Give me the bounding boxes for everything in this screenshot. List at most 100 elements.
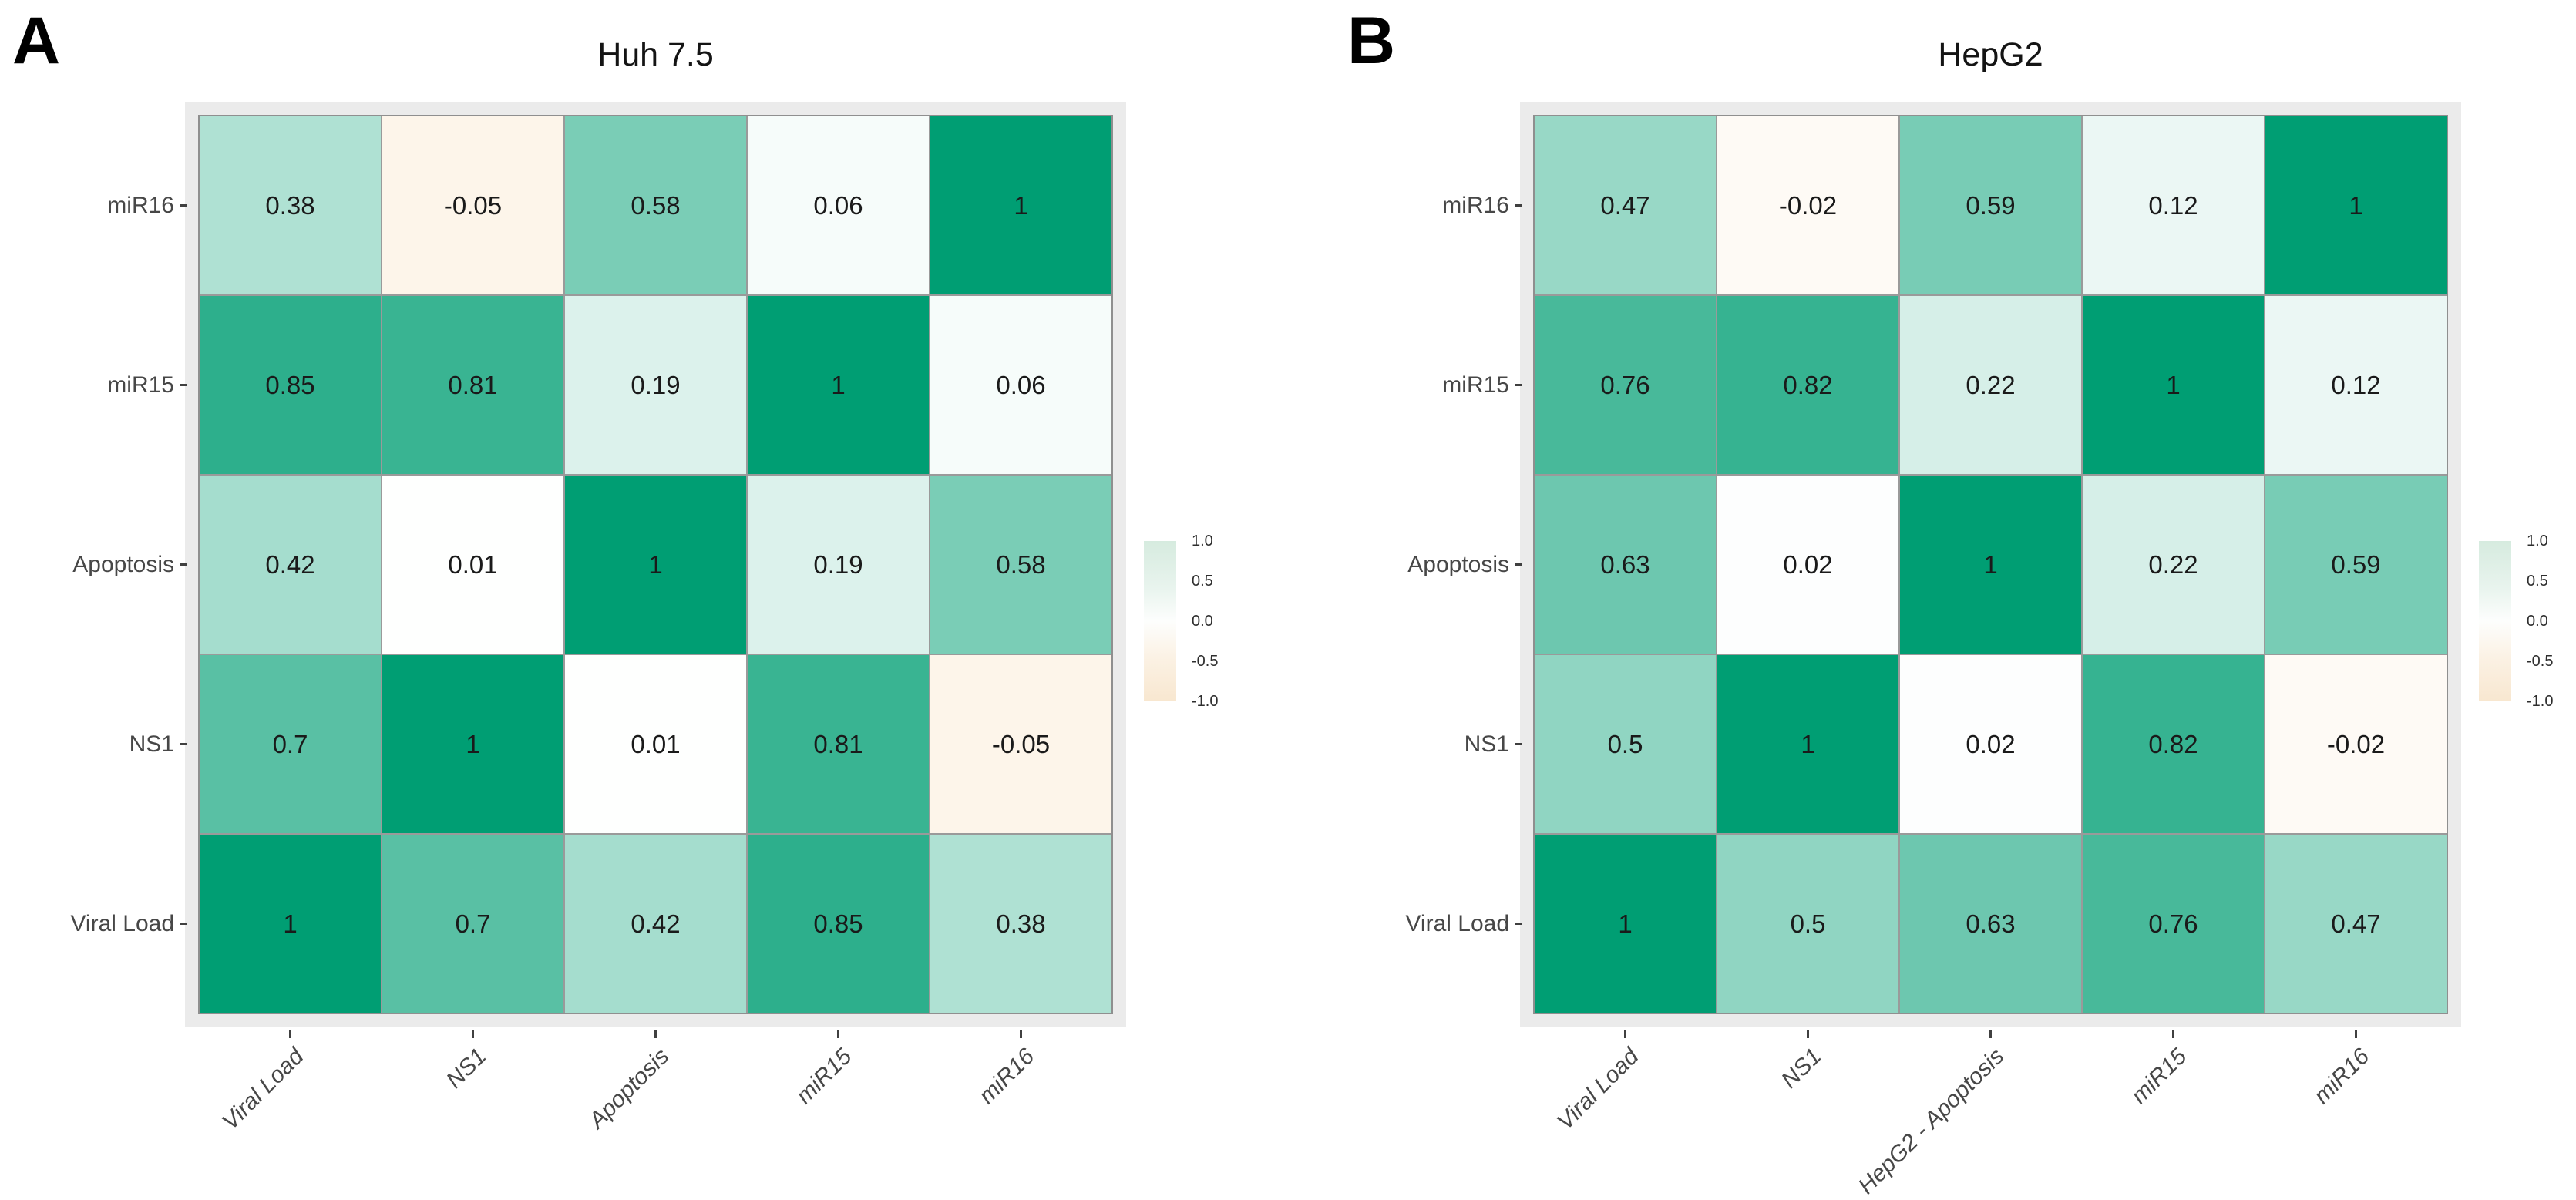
heatmap-cell: 1 [1717,655,1898,833]
cell-value: 0.06 [813,190,863,220]
heatmap-cell: 0.38 [200,116,381,294]
cell-value: -0.02 [2326,729,2386,758]
x-axis-tick [2172,1030,2174,1038]
heatmap-cell: -0.02 [1717,116,1898,294]
cell-value: 0.19 [631,370,681,399]
legend-tick-label: -0.5 [2527,653,2554,670]
y-axis-tick [180,923,187,925]
heatmap-cell: 0.76 [2083,835,2264,1013]
heatmap-cell: 1 [748,296,929,474]
cell-value: 0.58 [996,550,1046,579]
heatmap-cell: 0.02 [1900,655,2081,833]
heatmap-cell: 0.12 [2083,116,2264,294]
cell-value: 1 [2166,370,2181,399]
cell-value: 1 [466,729,480,758]
heatmap-cell: 0.19 [748,476,929,654]
heatmap-cell: 0.19 [565,296,746,474]
heatmap-cell: 0.06 [748,116,929,294]
heatmap-grid: 0.38 -0.05 0.58 0.06 1 0.85 0.81 0.19 1 0.06 0.42 0… [198,115,1113,1014]
cell-value: 0.63 [1966,909,2016,938]
y-axis-label: miR16 [107,192,174,218]
heatmap-cell: 1 [200,835,381,1013]
x-axis-label: HepG2 - Apoptosis [1853,1044,2009,1199]
heatmap-cell: 0.5 [1535,655,1716,833]
heatmap-cell: 0.42 [200,476,381,654]
x-axis-label: NS1 [1776,1044,1826,1094]
cell-value: 0.01 [448,550,498,579]
legend-tick-label: -1.0 [2527,693,2554,710]
x-axis-tick [1020,1030,1022,1038]
heatmap-cell: 0.82 [1717,296,1898,474]
x-axis-label: Viral Load [1552,1044,1643,1135]
cell-value: 0.06 [996,370,1046,399]
y-axis-label: Apoptosis [72,551,174,577]
heatmap-cell: 0.02 [1717,476,1898,654]
heatmap-cell: 0.7 [382,835,563,1013]
cell-value: 0.76 [1600,370,1650,399]
cell-value: -0.02 [1778,190,1838,220]
heatmap-panel-b: B HepG2 0.47 -0.02 0.59 0.12 1 0.76 0.82 0.22 1 0.1… [1335,0,2576,1200]
x-axis-tick [1989,1030,1992,1038]
cell-value: 0.59 [2331,550,2381,579]
x-axis-tick [837,1030,839,1038]
panel-title: HepG2 [1938,36,2043,73]
y-axis-tick [180,563,187,566]
legend-tick-label: 1.0 [1192,533,1213,550]
heatmap-cell: 0.85 [200,296,381,474]
heatmap-grid: 0.47 -0.02 0.59 0.12 1 0.76 0.82 0.22 1 0.12 0.63 0… [1533,115,2448,1014]
cell-value: 1 [1014,190,1028,220]
y-axis-tick [1515,204,1522,207]
heatmap-cell: 0.47 [1535,116,1716,294]
x-axis-tick [1807,1030,1809,1038]
heatmap-cell: 0.59 [2265,476,2447,654]
legend-tick-label: 0.5 [1192,573,1213,590]
cell-value: 0.22 [2148,550,2198,579]
y-axis-tick [1515,743,1522,745]
y-axis-label: miR15 [1442,371,1509,398]
cell-value: 0.02 [1966,729,2016,758]
y-axis-tick [180,204,187,207]
heatmap-cell: -0.05 [382,116,563,294]
x-axis-tick [1624,1030,1626,1038]
y-axis-tick [1515,563,1522,566]
cell-value: 1 [1801,729,1815,758]
cell-value: 0.38 [265,190,315,220]
cell-value: 0.47 [2331,909,2381,938]
cell-value: 1 [2349,190,2363,220]
x-axis-label: miR16 [2309,1044,2374,1109]
heatmap-cell: 0.01 [382,476,563,654]
panel-title: Huh 7.5 [597,36,714,73]
heatmap-cell: 0.06 [930,296,1111,474]
x-axis-label: miR15 [791,1044,856,1109]
cell-value: 1 [1983,550,1998,579]
heatmap-cell: 0.58 [565,116,746,294]
cell-value: 0.81 [813,729,863,758]
heatmap-panel-a: A Huh 7.5 0.38 -0.05 0.58 0.06 1 0.85 0.81 0.19 1 0… [0,0,1272,1200]
x-axis-label: miR16 [974,1044,1039,1109]
heatmap-cell: 0.22 [2083,476,2264,654]
cell-value: 1 [648,550,663,579]
y-axis-label: Viral Load [1405,910,1509,936]
heatmap-cell: 0.76 [1535,296,1716,474]
cell-value: 0.19 [813,550,863,579]
heatmap-cell: 0.5 [1717,835,1898,1013]
heatmap-cell: -0.05 [930,655,1111,833]
legend-tick-label: 1.0 [2527,533,2548,550]
heatmap-cell: 1 [382,655,563,833]
heatmap-cell: 0.22 [1900,296,2081,474]
cell-value: 0.02 [1783,550,1833,579]
heatmap-cell: 0.7 [200,655,381,833]
cell-value: 1 [283,909,298,938]
cell-value: 0.81 [448,370,498,399]
y-axis-tick [1515,384,1522,386]
cell-value: 1 [1618,909,1633,938]
heatmap-cell: 1 [2083,296,2264,474]
heatmap-cell: 0.59 [1900,116,2081,294]
x-axis-label: Apoptosis [583,1044,674,1134]
y-axis-label: NS1 [1464,731,1509,757]
x-axis-tick [654,1030,657,1038]
y-axis-label: miR16 [1442,192,1509,218]
cell-value: 0.5 [1790,909,1826,938]
heatmap-cell: 0.12 [2265,296,2447,474]
